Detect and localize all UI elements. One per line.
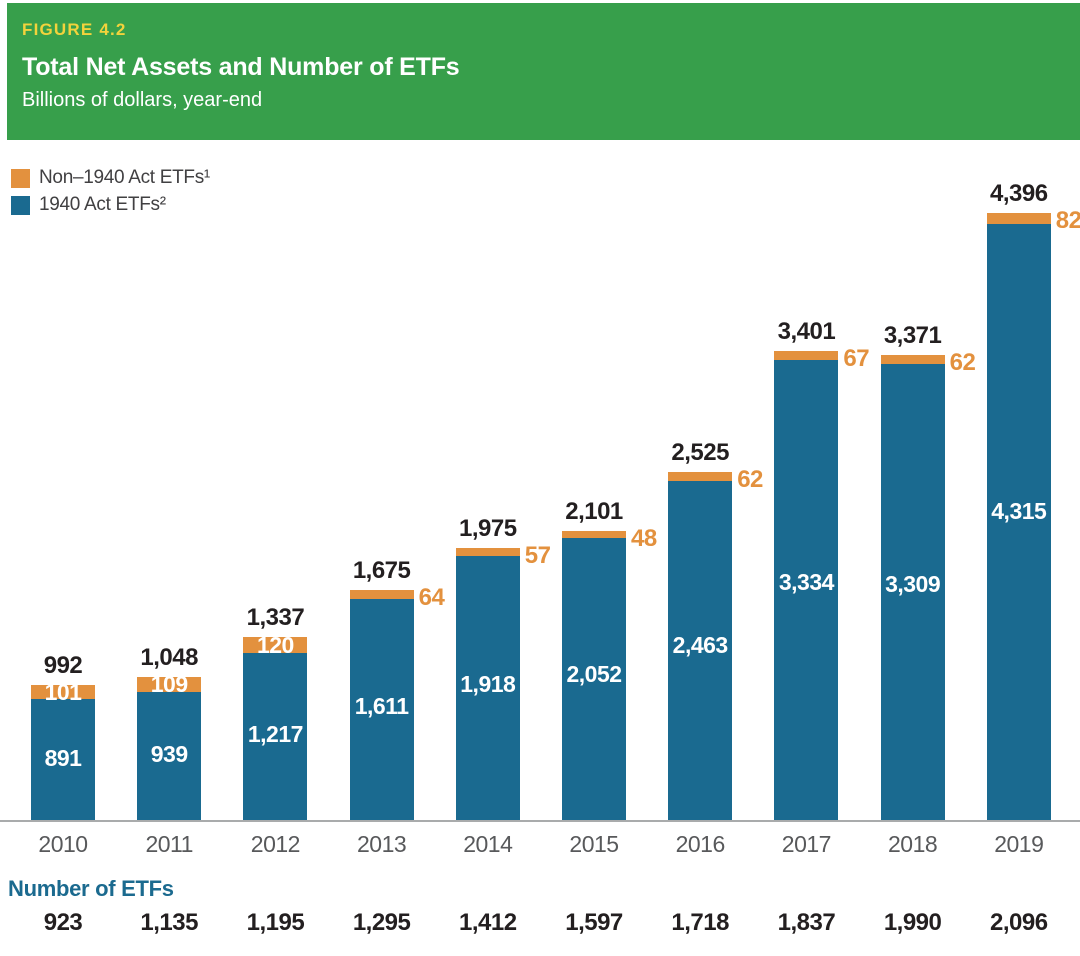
etf-count-value: 1,135: [140, 909, 198, 936]
etf-count-value: 1,295: [352, 909, 411, 936]
bar-1940act-value-label: 3,334: [778, 568, 835, 595]
bar-segment-non1940act: [137, 676, 202, 692]
x-axis-label: 2018: [888, 831, 938, 857]
bar-segment-non1940act: [243, 636, 308, 654]
bar-1940act-value-label: 2,463: [672, 631, 729, 658]
x-axis-label: 2019: [994, 831, 1044, 857]
bar-non1940act-value-label: 57: [524, 542, 551, 570]
bar-1940act-value-label: 891: [44, 744, 82, 771]
bar-total-label: 1,048: [140, 643, 198, 671]
bar-1940act-value-label: 3,309: [885, 570, 941, 597]
legend-label: 1940 Act ETFs²: [39, 194, 166, 215]
bar-segment-non1940act: [774, 350, 839, 361]
bar-non1940act-value-label: 82: [1055, 207, 1080, 234]
etf-count-value: 923: [43, 909, 83, 936]
x-axis-label: 2015: [569, 831, 619, 857]
x-axis-line: [0, 820, 1080, 822]
bar-total-label: 2,101: [565, 498, 623, 526]
bar-total-label: 3,371: [883, 322, 942, 350]
legend-label: Non–1940 Act ETFs¹: [39, 167, 210, 188]
x-axis-label: 2010: [38, 831, 88, 857]
bar-segment-1940act: [349, 598, 414, 822]
bar-1940act-value-label: 1,611: [354, 692, 409, 719]
bar-segment-non1940act: [349, 590, 414, 599]
bar-total-label: 1,337: [246, 603, 305, 631]
bar-non1940act-value-label: 120: [256, 632, 294, 659]
bar-segment-1940act: [880, 363, 945, 822]
bar-segment-1940act: [774, 360, 839, 822]
bar-non1940act-value-label: 48: [631, 525, 657, 553]
legend-item-1940: 1940 Act ETFs²: [11, 194, 210, 216]
bar-total-label: 2,525: [671, 439, 729, 467]
bar-non1940act-value-label: 101: [44, 678, 82, 705]
bar-non1940act-value-label: 64: [418, 584, 445, 611]
legend-swatch-orange-icon: [11, 168, 30, 188]
bar-segment-1940act: [137, 691, 202, 822]
bar-segment-1940act: [668, 480, 733, 822]
x-axis-label: 2014: [463, 831, 513, 857]
legend-item-non1940: Non–1940 Act ETFs¹: [11, 167, 210, 189]
x-axis-label: 2017: [781, 831, 832, 857]
bar-1940act-value-label: 1,217: [247, 721, 304, 748]
x-axis-label: 2012: [250, 831, 301, 857]
bar-1940act-value-label: 2,052: [566, 661, 622, 688]
chart-legend: Non–1940 Act ETFs¹ 1940 Act ETFs²: [11, 167, 210, 216]
etf-count-value: 2,096: [990, 909, 1048, 936]
bar-segment-non1940act: [668, 472, 733, 481]
etf-count-value: 1,195: [246, 909, 305, 936]
figure-title: Total Net Assets and Number of ETFs: [22, 53, 460, 81]
figure-subtitle: Billions of dollars, year-end: [22, 89, 263, 111]
number-of-etfs-title: Number of ETFs: [8, 876, 174, 901]
bar-1940act-value-label: 939: [150, 741, 188, 768]
bar-total-label: 1,975: [459, 515, 517, 543]
bar-segment-non1940act: [31, 684, 95, 699]
bar-non1940act-value-label: 62: [949, 349, 976, 377]
bar-segment-non1940act: [880, 355, 945, 364]
bar-total-label: 992: [43, 651, 83, 679]
bar-total-label: 1,675: [352, 557, 411, 584]
bar-segment-1940act: [986, 224, 1051, 822]
x-axis-label: 2011: [145, 831, 193, 857]
x-axis-label: 2016: [675, 831, 726, 857]
bar-non1940act-value-label: 109: [150, 671, 188, 698]
x-axis-label: 2013: [357, 831, 407, 857]
bar-segment-non1940act: [455, 548, 520, 557]
bar-non1940act-value-label: 62: [737, 466, 763, 494]
bar-segment-1940act: [562, 537, 626, 822]
bar-1940act-value-label: 1,918: [460, 670, 516, 697]
etf-count-value: 1,718: [671, 909, 729, 936]
etf-count-value: 1,837: [777, 909, 836, 936]
legend-swatch-blue-icon: [11, 195, 30, 215]
figure-header: FIGURE 4.2 Total Net Assets and Number o…: [7, 3, 1080, 140]
bar-total-label: 3,401: [777, 317, 836, 345]
bar-1940act-value-label: 4,315: [991, 498, 1047, 525]
bar-segment-non1940act: [562, 531, 626, 538]
figure-number: FIGURE 4.2: [22, 20, 127, 39]
bar-segment-1940act: [31, 698, 95, 822]
bar-segment-non1940act: [986, 213, 1051, 225]
etf-count-value: 1,597: [565, 909, 623, 936]
bar-segment-1940act: [243, 653, 308, 822]
etf-count-value: 1,412: [459, 909, 517, 936]
bar-total-label: 4,396: [990, 180, 1048, 207]
bar-non1940act-value-label: 67: [843, 344, 870, 372]
bar-segment-1940act: [455, 556, 520, 822]
etf-count-value: 1,990: [883, 909, 942, 936]
